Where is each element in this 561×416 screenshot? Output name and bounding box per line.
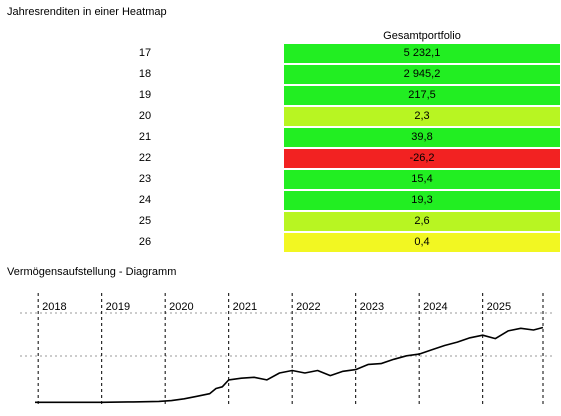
x-tick-label: 2024: [423, 301, 447, 313]
diagram-title: Vermögensaufstellung - Diagramm: [7, 266, 177, 278]
heatmap-row-year: 26: [138, 236, 152, 248]
heatmap-cell: 217,5: [284, 86, 560, 107]
heatmap-cell: 19,3: [284, 191, 560, 212]
heatmap-cell: 0,4: [284, 233, 560, 254]
x-tick-label: 2019: [106, 301, 130, 313]
heatmap-cell: -26,2: [284, 149, 560, 170]
x-tick-label: 2025: [487, 301, 511, 313]
heatmap-row-year: 21: [138, 131, 152, 143]
x-tick-label: 2020: [169, 301, 193, 313]
heatmap-title: Jahresrenditen in einer Heatmap: [7, 6, 167, 18]
heatmap-cell: 2 945,2: [284, 65, 560, 86]
heatmap-cell: 15,4: [284, 170, 560, 191]
heatmap-row-year: 19: [138, 89, 152, 101]
heatmap-row-year: 22: [138, 152, 152, 164]
heatmap-column-header: Gesamtportfolio: [383, 30, 461, 42]
heatmap-row-year: 20: [138, 110, 152, 122]
x-tick-label: 2022: [296, 301, 320, 313]
series-line-gesamtportfolio: [35, 326, 544, 404]
x-tick-label: 2023: [360, 301, 384, 313]
heatmap-row-year: 23: [138, 173, 152, 185]
heatmap-row-year: 25: [138, 215, 152, 227]
heatmap-row-year: 24: [138, 194, 152, 206]
x-tick-label: 2021: [233, 301, 257, 313]
heatmap-row-year: 18: [138, 68, 152, 80]
x-tick-label: 2018: [42, 301, 66, 313]
heatmap-cell: 2,6: [284, 212, 560, 233]
heatmap-cell: 39,8: [284, 128, 560, 149]
heatmap-row-year: 17: [138, 47, 152, 59]
heatmap-cell: 5 232,1: [284, 44, 560, 65]
heatmap-cell: 2,3: [284, 107, 560, 128]
